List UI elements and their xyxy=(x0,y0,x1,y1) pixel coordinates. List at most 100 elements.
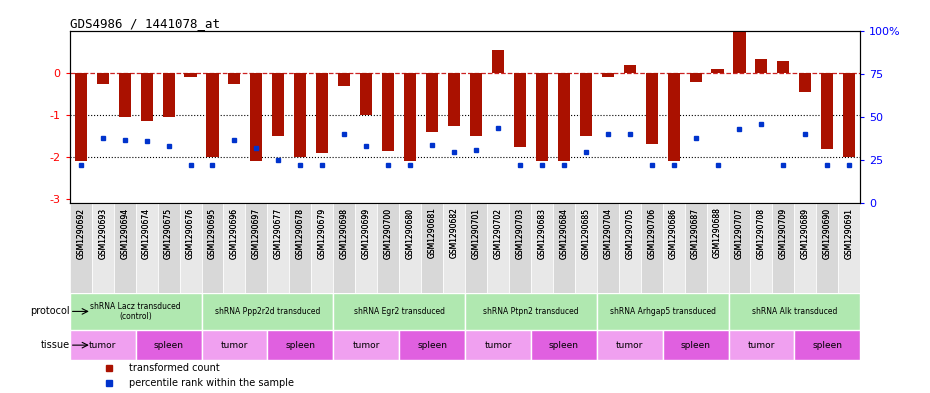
Text: GSM1290678: GSM1290678 xyxy=(296,208,305,259)
Bar xyxy=(624,65,636,73)
Bar xyxy=(536,73,548,161)
Text: GSM1290698: GSM1290698 xyxy=(339,208,349,259)
Bar xyxy=(399,330,465,360)
Text: GSM1290680: GSM1290680 xyxy=(405,208,415,259)
Bar xyxy=(465,330,531,360)
Bar xyxy=(202,203,223,293)
Bar xyxy=(597,203,618,293)
Text: GSM1290684: GSM1290684 xyxy=(559,208,568,259)
Text: GSM1290701: GSM1290701 xyxy=(472,208,481,259)
Text: GSM1290688: GSM1290688 xyxy=(713,208,722,259)
Text: GSM1290687: GSM1290687 xyxy=(691,208,700,259)
Bar xyxy=(684,203,707,293)
Text: tumor: tumor xyxy=(748,341,775,350)
Text: GSM1290690: GSM1290690 xyxy=(823,208,831,259)
Text: GSM1290708: GSM1290708 xyxy=(757,208,766,259)
Bar xyxy=(728,293,860,330)
Bar xyxy=(558,73,570,161)
Bar xyxy=(355,203,378,293)
Bar xyxy=(448,73,460,126)
Text: protocol: protocol xyxy=(30,307,70,316)
Text: GSM1290707: GSM1290707 xyxy=(735,208,744,259)
Bar xyxy=(70,330,136,360)
Text: GSM1290696: GSM1290696 xyxy=(230,208,239,259)
Bar xyxy=(179,203,202,293)
Bar xyxy=(465,203,487,293)
Text: GSM1290677: GSM1290677 xyxy=(273,208,283,259)
Text: spleen: spleen xyxy=(681,341,711,350)
Text: GSM1290699: GSM1290699 xyxy=(362,208,371,259)
Bar xyxy=(465,293,597,330)
Text: shRNA Lacz transduced
(control): shRNA Lacz transduced (control) xyxy=(90,302,181,321)
Text: GSM1290691: GSM1290691 xyxy=(844,208,854,259)
Bar xyxy=(755,59,767,73)
Text: shRNA Alk transduced: shRNA Alk transduced xyxy=(751,307,837,316)
Bar xyxy=(267,330,333,360)
Bar xyxy=(267,203,289,293)
Bar xyxy=(662,203,684,293)
Bar xyxy=(645,73,658,145)
Text: GSM1290679: GSM1290679 xyxy=(318,208,326,259)
Text: GSM1290676: GSM1290676 xyxy=(186,208,195,259)
Text: GSM1290695: GSM1290695 xyxy=(208,208,217,259)
Text: tumor: tumor xyxy=(89,341,116,350)
Bar xyxy=(202,330,267,360)
Text: GSM1290675: GSM1290675 xyxy=(164,208,173,259)
Bar xyxy=(794,330,860,360)
Text: GSM1290704: GSM1290704 xyxy=(604,208,612,259)
Bar xyxy=(443,203,465,293)
Bar xyxy=(509,203,531,293)
Text: GSM1290694: GSM1290694 xyxy=(120,208,129,259)
Bar xyxy=(382,73,394,151)
Bar xyxy=(777,61,790,73)
Bar xyxy=(136,203,157,293)
Bar xyxy=(289,203,312,293)
Text: GSM1290696: GSM1290696 xyxy=(230,208,239,259)
Text: GSM1290697: GSM1290697 xyxy=(252,208,261,259)
Bar xyxy=(531,330,597,360)
Text: transformed count: transformed count xyxy=(129,363,219,373)
Text: GSM1290702: GSM1290702 xyxy=(494,208,502,259)
Text: GSM1290681: GSM1290681 xyxy=(428,208,436,259)
Bar xyxy=(707,203,728,293)
Text: GDS4986 / 1441078_at: GDS4986 / 1441078_at xyxy=(70,17,219,30)
Bar xyxy=(597,330,662,360)
Text: spleen: spleen xyxy=(417,341,447,350)
Bar xyxy=(514,73,526,147)
Bar xyxy=(728,330,794,360)
Text: GSM1290674: GSM1290674 xyxy=(142,208,151,259)
Bar xyxy=(92,203,113,293)
Text: GSM1290679: GSM1290679 xyxy=(318,208,326,259)
Bar xyxy=(333,203,355,293)
Bar xyxy=(70,293,202,330)
Bar xyxy=(312,203,333,293)
Bar xyxy=(360,73,372,115)
Bar xyxy=(97,73,109,84)
Text: GSM1290689: GSM1290689 xyxy=(801,208,810,259)
Text: GSM1290674: GSM1290674 xyxy=(142,208,151,259)
Text: GSM1290703: GSM1290703 xyxy=(515,208,525,259)
Text: GSM1290708: GSM1290708 xyxy=(757,208,766,259)
Text: GSM1290693: GSM1290693 xyxy=(99,208,107,259)
Text: GSM1290702: GSM1290702 xyxy=(494,208,502,259)
Bar xyxy=(734,0,746,73)
Bar xyxy=(662,330,728,360)
Bar xyxy=(668,73,680,161)
Bar xyxy=(773,203,794,293)
Text: shRNA Egr2 transduced: shRNA Egr2 transduced xyxy=(353,307,445,316)
Text: GSM1290683: GSM1290683 xyxy=(538,208,546,259)
Bar xyxy=(163,73,175,117)
Bar xyxy=(229,73,241,84)
Text: GSM1290682: GSM1290682 xyxy=(449,208,458,259)
Text: GSM1290675: GSM1290675 xyxy=(164,208,173,259)
Text: GSM1290687: GSM1290687 xyxy=(691,208,700,259)
Text: GSM1290681: GSM1290681 xyxy=(428,208,436,259)
Text: GSM1290678: GSM1290678 xyxy=(296,208,305,259)
Bar xyxy=(206,73,219,157)
Bar xyxy=(157,203,179,293)
Bar xyxy=(316,73,328,153)
Bar xyxy=(184,73,196,77)
Text: GSM1290705: GSM1290705 xyxy=(625,208,634,259)
Bar xyxy=(531,203,552,293)
Text: tissue: tissue xyxy=(41,340,70,350)
